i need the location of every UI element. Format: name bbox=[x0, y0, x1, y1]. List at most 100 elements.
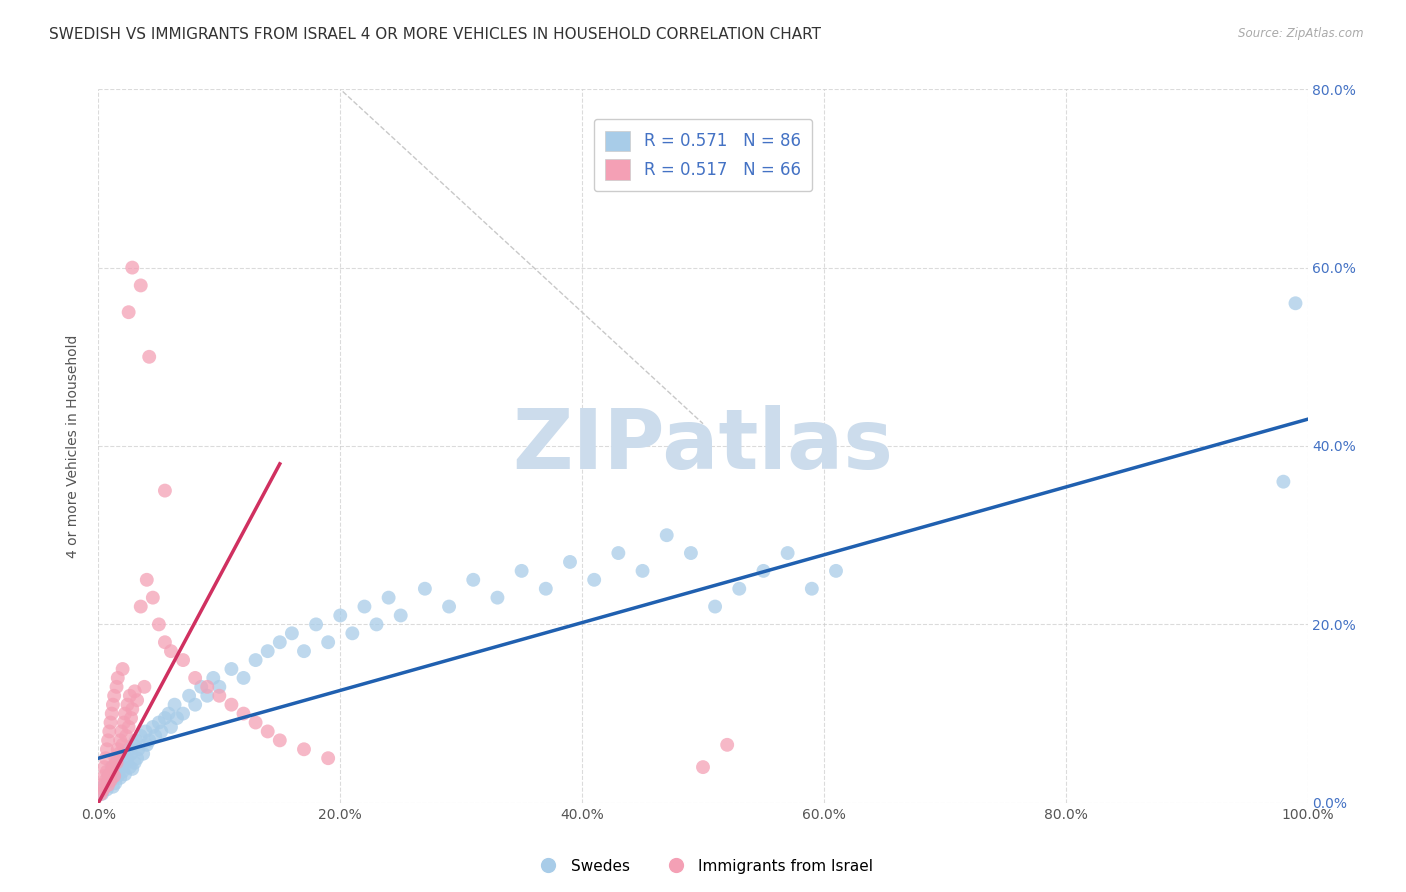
Point bbox=[118, 760, 141, 774]
Point bbox=[112, 715, 135, 730]
Point bbox=[153, 711, 176, 725]
Point bbox=[377, 591, 399, 605]
Point bbox=[389, 608, 412, 623]
Point bbox=[110, 724, 132, 739]
Point bbox=[142, 591, 165, 605]
Point bbox=[108, 747, 131, 761]
Point bbox=[97, 778, 120, 792]
Point bbox=[221, 698, 243, 712]
Point bbox=[202, 671, 225, 685]
Point bbox=[127, 742, 149, 756]
Point bbox=[281, 626, 304, 640]
Point bbox=[93, 769, 115, 783]
Point bbox=[121, 702, 143, 716]
Point bbox=[108, 733, 131, 747]
Point bbox=[256, 724, 278, 739]
Point bbox=[107, 742, 129, 756]
Point bbox=[190, 680, 212, 694]
Point bbox=[245, 653, 267, 667]
Point bbox=[342, 626, 364, 640]
Point bbox=[172, 706, 194, 721]
Point bbox=[104, 751, 127, 765]
Point bbox=[104, 776, 127, 790]
Point bbox=[1284, 296, 1306, 310]
Point bbox=[132, 747, 155, 761]
Point bbox=[292, 644, 315, 658]
Point bbox=[94, 773, 117, 788]
Point bbox=[117, 751, 139, 765]
Point bbox=[486, 591, 509, 605]
Point bbox=[208, 680, 231, 694]
Point bbox=[101, 698, 124, 712]
Point bbox=[135, 573, 157, 587]
Point bbox=[142, 720, 165, 734]
Text: ZIPatlas: ZIPatlas bbox=[513, 406, 893, 486]
Point bbox=[118, 689, 141, 703]
Point bbox=[118, 720, 141, 734]
Point bbox=[160, 644, 183, 658]
Point bbox=[118, 742, 141, 756]
Point bbox=[463, 573, 485, 587]
Point bbox=[100, 773, 122, 788]
Point bbox=[256, 644, 278, 658]
Point bbox=[166, 711, 188, 725]
Legend: R = 0.571   N = 86, R = 0.517   N = 66: R = 0.571 N = 86, R = 0.517 N = 66 bbox=[593, 119, 813, 191]
Point bbox=[221, 662, 243, 676]
Point bbox=[353, 599, 375, 614]
Point bbox=[143, 729, 166, 743]
Point bbox=[153, 483, 176, 498]
Point bbox=[112, 747, 135, 761]
Point bbox=[90, 787, 112, 801]
Point bbox=[153, 635, 176, 649]
Point bbox=[111, 662, 134, 676]
Point bbox=[148, 715, 170, 730]
Point bbox=[103, 689, 125, 703]
Point bbox=[105, 756, 128, 770]
Point bbox=[172, 653, 194, 667]
Point bbox=[134, 680, 156, 694]
Point bbox=[558, 555, 581, 569]
Point bbox=[121, 762, 143, 776]
Point bbox=[101, 780, 124, 794]
Point bbox=[607, 546, 630, 560]
Point bbox=[124, 756, 146, 770]
Point bbox=[129, 729, 152, 743]
Point bbox=[114, 767, 136, 781]
Point bbox=[97, 769, 120, 783]
Point bbox=[100, 715, 122, 730]
Point bbox=[716, 738, 738, 752]
Point bbox=[108, 751, 131, 765]
Point bbox=[91, 778, 114, 792]
Point bbox=[163, 698, 186, 712]
Point bbox=[115, 756, 138, 770]
Point bbox=[98, 724, 121, 739]
Point bbox=[120, 711, 142, 725]
Y-axis label: 4 or more Vehicles in Household: 4 or more Vehicles in Household bbox=[66, 334, 80, 558]
Point bbox=[124, 684, 146, 698]
Point bbox=[125, 733, 148, 747]
Point bbox=[752, 564, 775, 578]
Text: Source: ZipAtlas.com: Source: ZipAtlas.com bbox=[1239, 27, 1364, 40]
Point bbox=[269, 733, 291, 747]
Point bbox=[129, 599, 152, 614]
Point bbox=[115, 729, 138, 743]
Point bbox=[825, 564, 848, 578]
Point bbox=[91, 782, 114, 797]
Point bbox=[269, 635, 291, 649]
Point bbox=[631, 564, 654, 578]
Point bbox=[195, 689, 218, 703]
Point bbox=[91, 787, 114, 801]
Point bbox=[129, 278, 152, 293]
Point bbox=[100, 773, 122, 788]
Point bbox=[97, 733, 120, 747]
Point bbox=[138, 733, 160, 747]
Point bbox=[160, 720, 183, 734]
Point bbox=[655, 528, 678, 542]
Point bbox=[118, 305, 141, 319]
Point bbox=[316, 751, 339, 765]
Point bbox=[111, 764, 134, 779]
Point bbox=[157, 706, 180, 721]
Point bbox=[245, 715, 267, 730]
Point bbox=[93, 778, 115, 792]
Point bbox=[437, 599, 460, 614]
